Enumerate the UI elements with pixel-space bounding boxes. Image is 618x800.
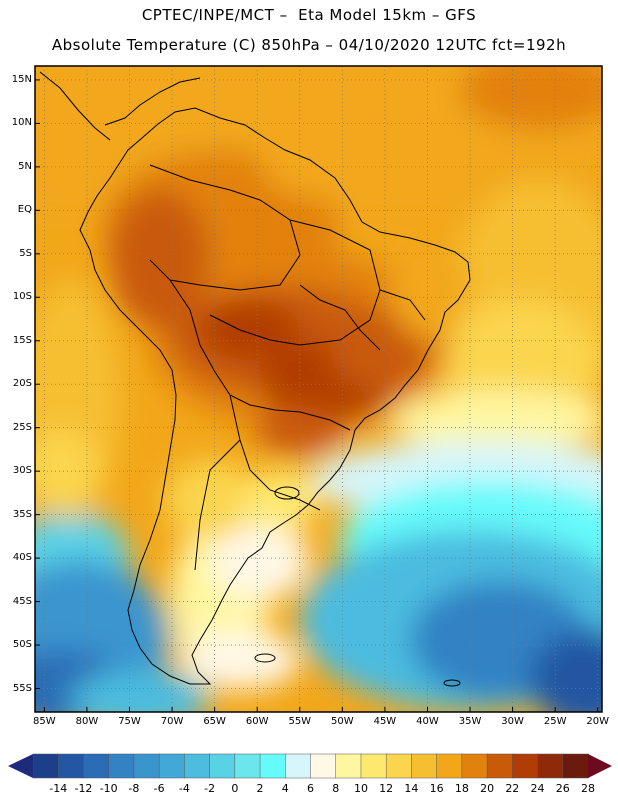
- lat-label: 15S: [12, 334, 32, 346]
- axis-ticks: [35, 79, 599, 712]
- colorbar-swatch: [436, 753, 463, 779]
- colorbar-label: 6: [307, 782, 314, 795]
- map-frame: [34, 65, 603, 713]
- colorbar-swatch: [486, 753, 514, 779]
- lon-label: 65W: [203, 716, 226, 727]
- colorbar: [8, 753, 612, 779]
- lon-label: 70W: [160, 716, 184, 727]
- lat-label: 55S: [12, 682, 32, 694]
- colorbar-swatch: [209, 753, 236, 779]
- lon-label: 80W: [75, 716, 99, 727]
- colorbar-swatch: [537, 753, 564, 779]
- colorbar-swatch: [360, 753, 387, 779]
- lon-label: 45W: [373, 716, 397, 727]
- colorbar-swatch: [335, 753, 362, 779]
- colorbar-label: 24: [530, 782, 545, 795]
- colorbar-label: 2: [256, 782, 264, 795]
- lon-label: 30W: [501, 716, 524, 727]
- colorbar-swatch: [512, 753, 539, 779]
- colorbar-over-arrow: [588, 754, 612, 778]
- lat-label: 10N: [11, 117, 32, 129]
- colorbar-label: -8: [128, 782, 140, 795]
- lat-label: 30S: [12, 465, 32, 477]
- lat-label: 45S: [12, 595, 32, 607]
- lat-label: EQ: [17, 204, 32, 216]
- colorbar-swatch: [234, 753, 261, 779]
- colorbar-swatch: [158, 753, 186, 779]
- colorbar-label: 16: [429, 782, 444, 795]
- lon-label: 60W: [245, 716, 269, 727]
- colorbar-label: 14: [404, 782, 419, 795]
- colorbar-label: -10: [99, 782, 118, 795]
- colorbar-label: 28: [581, 782, 595, 795]
- lat-label: 15N: [11, 73, 32, 85]
- colorbar-swatch: [133, 753, 160, 779]
- colorbar-swatch: [83, 753, 110, 779]
- colorbar-label: 8: [332, 782, 340, 795]
- title-line-1: CPTEC/INPE/MCT – Eta Model 15km – GFS: [141, 6, 477, 24]
- colorbar-label: 4: [281, 782, 289, 795]
- colorbar-label: -4: [178, 782, 190, 795]
- colorbar-swatch: [461, 753, 488, 779]
- colorbar-label: 18: [454, 782, 469, 795]
- colorbar-swatch: [57, 753, 85, 779]
- lat-label: 20S: [12, 378, 32, 390]
- lat-label: 10S: [12, 291, 32, 303]
- colorbar-label: -14: [49, 782, 68, 795]
- colorbar-swatch: [108, 753, 135, 779]
- colorbar-label: 12: [379, 782, 394, 795]
- colorbar-swatch: [32, 753, 59, 779]
- colorbar-label: 0: [231, 782, 239, 795]
- colorbar-swatch: [184, 753, 211, 779]
- lat-label: 5S: [19, 247, 32, 259]
- colorbar-swatch: [385, 753, 413, 779]
- colorbar-label: -6: [153, 782, 165, 795]
- colorbar-under-arrow: [8, 754, 33, 778]
- lat-label: 50S: [12, 639, 32, 651]
- lon-label: 40W: [416, 716, 439, 727]
- coastlines: [39, 71, 471, 687]
- colorbar-label: -12: [74, 782, 93, 795]
- colorbar-swatch: [562, 753, 589, 779]
- colorbar-swatch: [259, 753, 287, 779]
- colorbar-swatch: [285, 753, 312, 779]
- colorbar-swatch: [411, 753, 438, 779]
- lon-label: 50W: [331, 716, 354, 727]
- lat-label: 40S: [12, 552, 32, 564]
- colorbar-label: 20: [480, 782, 495, 795]
- lat-label: 5N: [18, 160, 32, 172]
- lon-label: 75W: [118, 716, 141, 727]
- lon-label: 25W: [543, 716, 567, 727]
- lon-label: 55W: [288, 716, 312, 727]
- colorbar-label: -2: [204, 782, 216, 795]
- temperature-field: [35, 66, 602, 712]
- colorbar-swatch: [310, 753, 337, 779]
- lon-label: 85W: [33, 716, 56, 727]
- lat-label: 35S: [12, 508, 32, 520]
- lon-label: 35W: [458, 716, 482, 727]
- graticule: [35, 66, 602, 712]
- colorbar-label: 22: [505, 782, 520, 795]
- colorbar-label: 10: [353, 782, 368, 795]
- colorbar-label: 26: [555, 782, 570, 795]
- lat-label: 25S: [12, 421, 32, 433]
- lon-label: 20W: [586, 716, 610, 727]
- title-line-2: Absolute Temperature (C) 850hPa – 04/10/…: [51, 36, 567, 54]
